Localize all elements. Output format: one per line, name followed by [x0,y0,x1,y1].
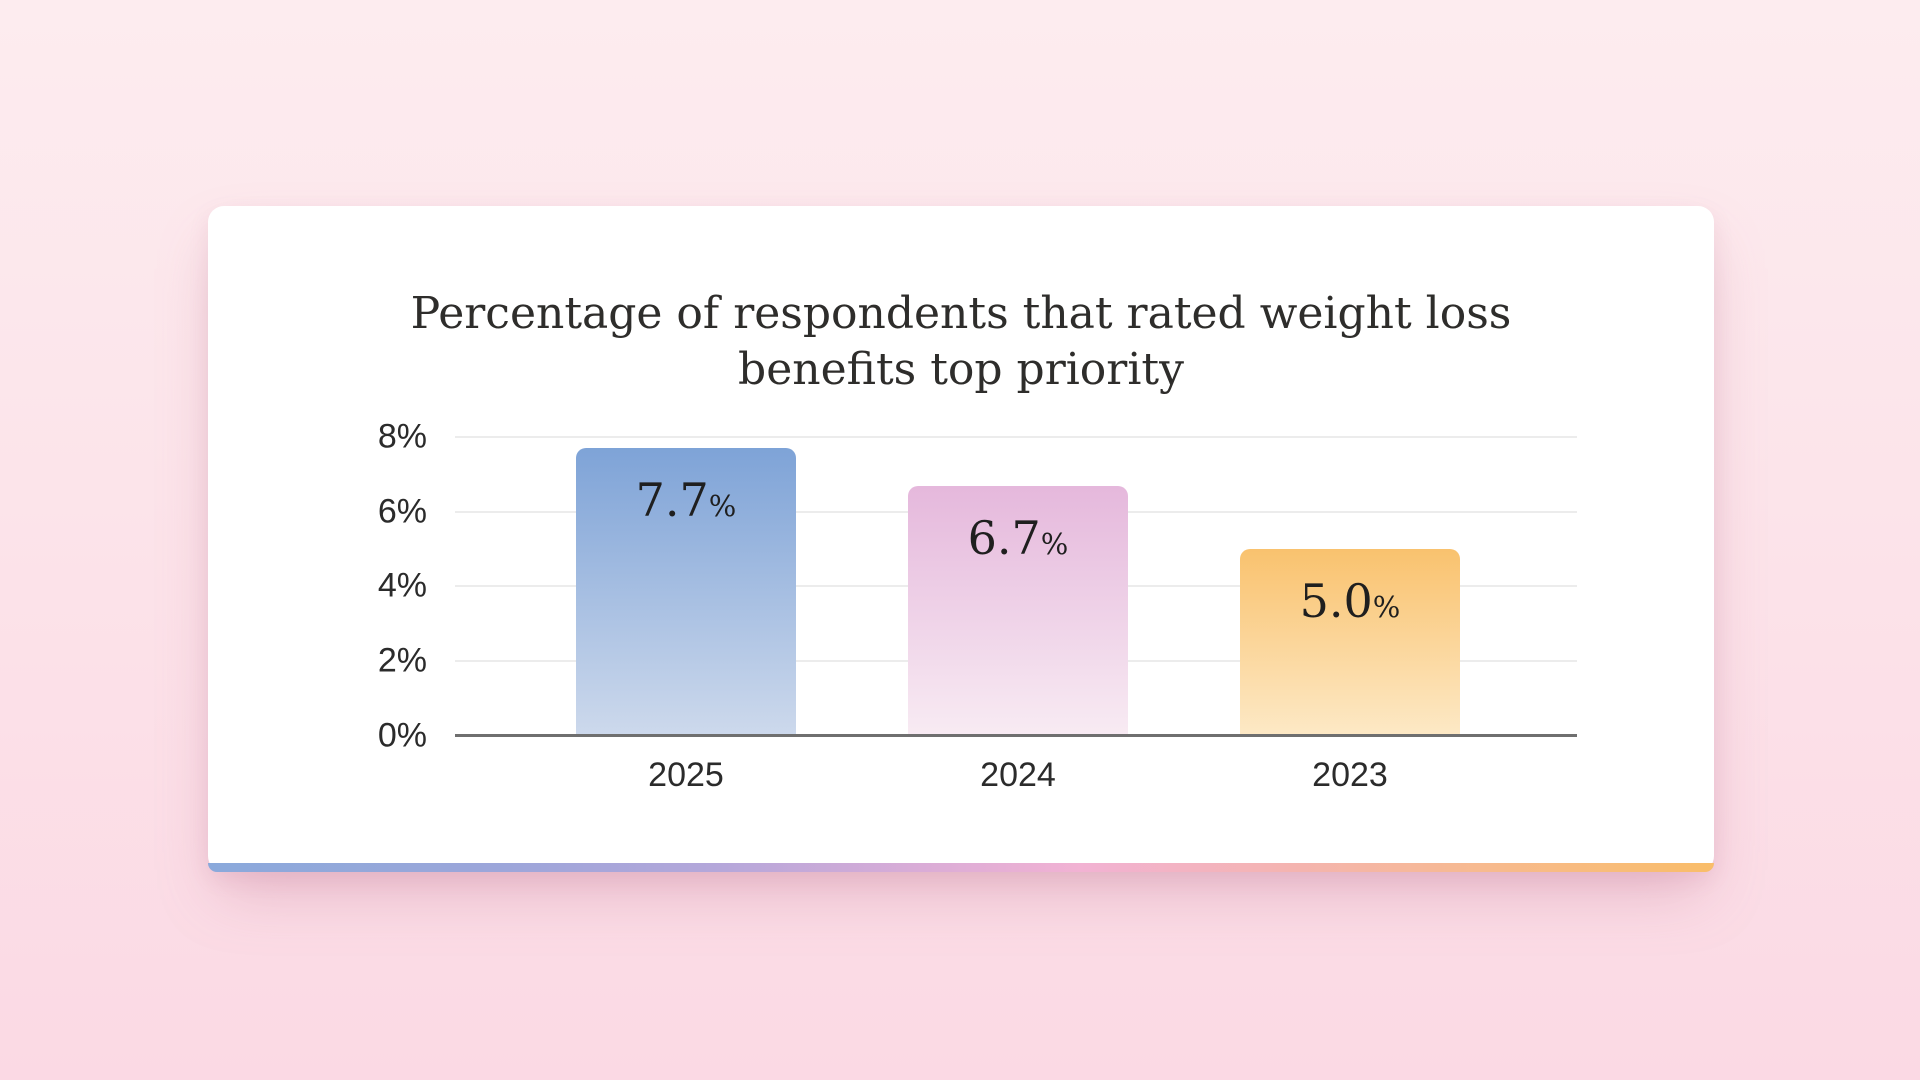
percent-sign: % [708,489,737,524]
chart-title-line-2: benefits top priority [738,344,1184,395]
chart-title-line-1: Percentage of respondents that rated wei… [410,288,1512,339]
card-accent-strip [208,863,1714,872]
bar-2025-value: 7.7% [635,473,737,528]
bar-2023: 5.0% [1240,549,1460,736]
bar-2025: 7.7% [576,448,796,736]
x-axis-labels: 2025 2024 2023 [455,756,1577,800]
bar-2024-value: 6.7% [967,510,1069,565]
y-tick-0: 0% [377,716,427,755]
bar-2023-value: 5.0% [1299,574,1401,629]
x-tick-2024: 2024 [980,756,1056,794]
percent-sign: % [1372,590,1401,625]
chart-title: Percentage of respondents that rated wei… [208,286,1714,398]
gridline-8pct [455,436,1577,438]
x-tick-2025: 2025 [648,756,724,794]
bar-2024: 6.7% [908,485,1128,736]
y-tick-8: 8% [377,417,427,456]
chart-card: Percentage of respondents that rated wei… [208,206,1714,872]
y-tick-4: 4% [377,566,427,605]
percent-sign: % [1040,526,1069,561]
x-tick-2023: 2023 [1312,756,1388,794]
bar-chart-plot-area: 7.7% 6.7% 5.0% [455,436,1577,737]
y-tick-6: 6% [377,492,427,531]
x-axis-line [455,734,1577,737]
y-axis-labels: 8% 6% 4% 2% 0% [208,418,427,755]
y-tick-2: 2% [377,641,427,680]
